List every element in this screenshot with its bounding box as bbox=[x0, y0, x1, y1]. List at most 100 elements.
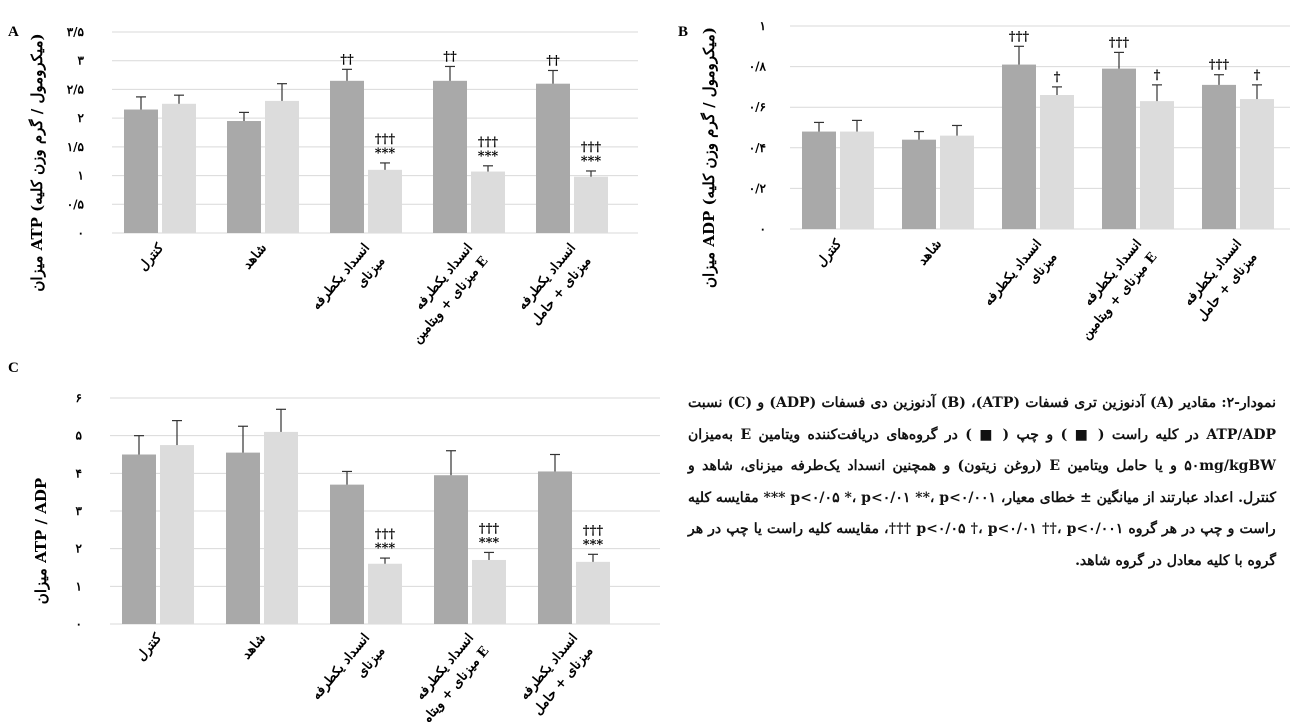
x-category-label: انسداد یکطرفهمیزنای + ویتامین E bbox=[395, 241, 492, 347]
bar-left-kidney bbox=[368, 563, 402, 624]
bar-left-kidney bbox=[471, 171, 505, 233]
significance-marker: *** bbox=[478, 149, 499, 164]
bar-right-kidney bbox=[227, 121, 261, 233]
y-tick-label: ۱ bbox=[760, 19, 766, 33]
chart-atp: A ۰ ۰/۵ ۱ ۱/۵ ۲ ۲/۵ ۳ ۳/۵ میزان ATP (میکرومول / … bbox=[8, 24, 638, 347]
x-category-label: انسداد یکطرفهمیزنای + ویتامین E bbox=[1064, 237, 1161, 343]
significance-marker: †† bbox=[443, 49, 457, 64]
bar-left-kidney bbox=[576, 561, 610, 624]
bar-left-kidney bbox=[368, 169, 402, 233]
y-tick-label: ۰/۴ bbox=[749, 141, 766, 155]
y-tick-label: ۳ bbox=[76, 504, 83, 518]
figure-caption: نمودار-۲: مقادیر (A) آدنوزین تری فسفات (… bbox=[688, 395, 1277, 569]
x-category-label: انسداد یکطرفهمیزنای + حامل bbox=[1179, 237, 1260, 324]
bar-left-kidney bbox=[840, 131, 874, 229]
x-category-label: شاهد bbox=[915, 237, 945, 269]
x-category-label-line: شاهد bbox=[240, 241, 270, 273]
bar-left-kidney bbox=[265, 100, 299, 234]
chart-atp-adp-ratio: C ۰ ۱ ۲ ۳ ۴ ۵ ۶ میزان ATP / ADP کنترل شاهد انسداد … bbox=[8, 360, 660, 722]
x-category-label-line: کنترل bbox=[814, 236, 846, 270]
y-tick-label: ۲ bbox=[76, 542, 83, 556]
x-category-label: انسداد یکطرفهمیزنای bbox=[309, 241, 388, 326]
bar-right-kidney bbox=[330, 80, 364, 233]
significance-marker: ††† bbox=[375, 132, 396, 147]
x-category-label: کنترل bbox=[814, 236, 846, 270]
y-tick-label: ۱ bbox=[76, 579, 82, 593]
significance-marker: †† bbox=[546, 53, 560, 68]
x-category-label: انسداد یکطرفهمیزنای + حامل bbox=[513, 241, 594, 328]
panel-label-b: B bbox=[678, 24, 688, 40]
y-tick-label: ۰/۵ bbox=[67, 197, 85, 211]
x-category-label: انسداد یکطرفهمیزنای + ویتامین E bbox=[396, 631, 493, 722]
bar-left-kidney bbox=[940, 135, 974, 229]
y-tick-label: ۵ bbox=[76, 429, 83, 443]
x-category-label: انسداد یکطرفهمیزنای bbox=[309, 631, 388, 716]
x-category-label-line: کنترل bbox=[134, 630, 166, 664]
significance-marker: *** bbox=[375, 541, 396, 556]
significance-marker: ††† bbox=[479, 521, 500, 536]
bar-left-kidney bbox=[162, 103, 196, 234]
bar-right-kidney bbox=[802, 131, 836, 229]
significance-marker: *** bbox=[581, 154, 602, 169]
bar-left-kidney bbox=[472, 559, 506, 624]
y-tick-label: ۲ bbox=[78, 111, 85, 125]
bar-left-kidney bbox=[1240, 99, 1274, 229]
significance-marker: ††† bbox=[1109, 35, 1130, 50]
y-tick-label: ۲/۵ bbox=[67, 82, 85, 96]
significance-marker: †† bbox=[340, 52, 354, 67]
x-category-label-line: شاهد bbox=[915, 237, 945, 269]
y-axis-label: میزان ADP (میکرومول / گرم وزن کلیه) bbox=[700, 27, 718, 288]
bar-right-kidney bbox=[536, 83, 570, 233]
x-category-label-line: کنترل bbox=[136, 240, 168, 274]
y-tick-label: ۴ bbox=[76, 466, 82, 480]
significance-marker: ††† bbox=[478, 135, 499, 150]
y-tick-label: ۳ bbox=[78, 54, 85, 68]
bar-right-kidney bbox=[433, 80, 467, 233]
y-tick-label: ۰ bbox=[76, 617, 82, 631]
significance-marker: ††† bbox=[583, 523, 604, 538]
significance-marker: ††† bbox=[375, 527, 396, 542]
bar-right-kidney bbox=[1002, 64, 1036, 229]
bar-right-kidney bbox=[122, 454, 156, 624]
y-tick-label: ۰/۶ bbox=[749, 100, 766, 114]
y-tick-label: ۰/۸ bbox=[749, 60, 767, 74]
significance-marker: *** bbox=[583, 537, 604, 552]
x-category-label: شاهد bbox=[240, 241, 270, 273]
chart-adp: B ۰ ۰/۲ ۰/۴ ۰/۶ ۰/۸ ۱ میزان ADP (میکرومول / گر… bbox=[678, 19, 1290, 343]
y-tick-label: ۱ bbox=[78, 169, 84, 183]
bar-right-kidney bbox=[124, 109, 158, 233]
y-tick-label: ۰/۲ bbox=[749, 181, 767, 195]
bar-left-kidney bbox=[1040, 95, 1074, 230]
y-tick-label: ۰ bbox=[760, 222, 766, 236]
y-tick-label: ۶ bbox=[76, 391, 82, 405]
significance-marker: † bbox=[1254, 68, 1261, 83]
bar-left-kidney bbox=[160, 445, 194, 624]
y-tick-label: ۳/۵ bbox=[67, 25, 85, 39]
bar-right-kidney bbox=[1202, 84, 1236, 230]
y-tick-label: ۰ bbox=[78, 226, 84, 240]
bar-right-kidney bbox=[434, 475, 468, 624]
bar-right-kidney bbox=[902, 139, 936, 229]
y-tick-label: ۱/۵ bbox=[67, 140, 85, 154]
significance-marker: ††† bbox=[1209, 58, 1230, 73]
significance-marker: ††† bbox=[1009, 29, 1030, 44]
x-category-label: شاهد bbox=[239, 631, 269, 663]
significance-marker: ††† bbox=[581, 140, 602, 155]
bar-left-kidney bbox=[264, 431, 298, 624]
significance-marker: † bbox=[1154, 68, 1161, 83]
bar-right-kidney bbox=[538, 471, 572, 624]
bar-right-kidney bbox=[330, 484, 364, 624]
significance-marker: *** bbox=[375, 146, 396, 161]
significance-marker: † bbox=[1054, 70, 1061, 85]
x-category-label: انسداد یکطرفهمیزنای + حامل bbox=[515, 631, 596, 718]
x-category-label: کنترل bbox=[134, 630, 166, 664]
bar-right-kidney bbox=[226, 452, 260, 624]
x-category-label: کنترل bbox=[136, 240, 168, 274]
y-axis-label: میزان ATP / ADP bbox=[32, 478, 50, 604]
bar-left-kidney bbox=[574, 176, 608, 233]
bar-left-kidney bbox=[1140, 101, 1174, 229]
x-category-label-line: شاهد bbox=[239, 631, 269, 663]
panel-label-c: C bbox=[8, 360, 19, 376]
significance-marker: *** bbox=[479, 535, 500, 550]
